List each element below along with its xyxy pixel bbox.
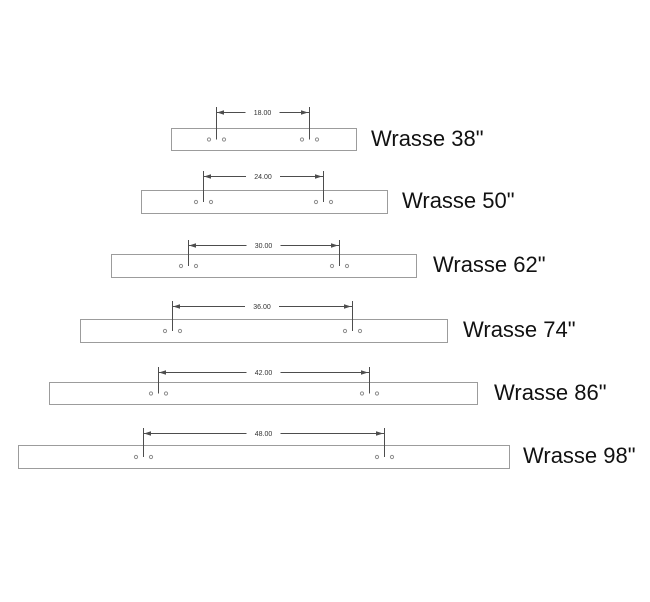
bar-outline xyxy=(141,190,388,214)
arrowhead-left-icon xyxy=(159,370,166,375)
drawing-wrasse-74: 36.00 xyxy=(80,301,448,343)
mounting-hole xyxy=(357,328,363,334)
mounting-hole xyxy=(342,328,348,334)
dimension-text-mask xyxy=(245,107,280,117)
dimension-value: 48.00 xyxy=(255,431,273,438)
bar-outline xyxy=(171,128,357,151)
mounting-hole xyxy=(208,199,214,205)
mounting-hole xyxy=(177,328,183,334)
bar-outline xyxy=(49,382,478,405)
mounting-hole xyxy=(163,391,169,396)
dimension-text-mask xyxy=(245,301,279,311)
bar-outline xyxy=(80,319,448,343)
product-label-wrasse-38: Wrasse 38" xyxy=(371,126,484,151)
dimension-value: 18.00 xyxy=(254,110,272,117)
arrowhead-left-icon xyxy=(217,110,224,115)
mounting-hole xyxy=(329,263,335,269)
mounting-hole xyxy=(374,391,380,396)
drawing-wrasse-38: 18.00 xyxy=(171,107,357,151)
arrowhead-left-icon xyxy=(189,243,196,248)
drawing-wrasse-50: 24.00 xyxy=(141,171,388,214)
mounting-hole xyxy=(148,454,154,460)
arrowhead-right-icon xyxy=(301,110,308,115)
arrowhead-right-icon xyxy=(344,304,351,309)
arrowhead-left-icon xyxy=(204,174,211,179)
dimension-text-mask xyxy=(246,367,281,377)
arrowhead-right-icon xyxy=(376,431,383,436)
product-label-wrasse-50: Wrasse 50" xyxy=(402,188,515,213)
dimension-text-mask xyxy=(246,171,280,181)
mounting-hole xyxy=(221,137,227,142)
arrowhead-left-icon xyxy=(144,431,151,436)
mounting-hole xyxy=(344,263,350,269)
mounting-hole xyxy=(206,137,212,142)
dimension-value: 24.00 xyxy=(254,174,272,181)
dimension-text-mask xyxy=(246,428,281,438)
product-label-wrasse-98: Wrasse 98" xyxy=(523,443,636,468)
mounting-hole xyxy=(389,454,395,460)
product-label-wrasse-86: Wrasse 86" xyxy=(494,380,607,405)
bar-outline xyxy=(18,445,510,469)
arrowhead-left-icon xyxy=(173,304,180,309)
mounting-hole xyxy=(359,391,365,396)
product-label-wrasse-74: Wrasse 74" xyxy=(463,317,576,342)
mounting-hole xyxy=(162,328,168,334)
mounting-hole xyxy=(193,199,199,205)
dimension-value: 42.00 xyxy=(255,370,273,377)
dimension-value: 36.00 xyxy=(253,304,271,311)
product-label-wrasse-62: Wrasse 62" xyxy=(433,252,546,277)
mounting-hole xyxy=(178,263,184,269)
drawing-wrasse-62: 30.00 xyxy=(111,240,417,278)
arrowhead-right-icon xyxy=(315,174,322,179)
drawing-wrasse-98: 48.00 xyxy=(18,428,510,469)
arrowhead-right-icon xyxy=(331,243,338,248)
drawing-wrasse-86: 42.00 xyxy=(49,367,478,405)
dimension-value: 30.00 xyxy=(255,243,273,250)
mounting-hole xyxy=(328,199,334,205)
arrowhead-right-icon xyxy=(361,370,368,375)
mounting-hole xyxy=(314,137,320,142)
mounting-hole xyxy=(313,199,319,205)
bar-outline xyxy=(111,254,417,278)
mounting-hole xyxy=(299,137,305,142)
mounting-hole xyxy=(133,454,139,460)
mounting-hole xyxy=(193,263,199,269)
mounting-hole xyxy=(374,454,380,460)
mounting-hole xyxy=(148,391,154,396)
dimension-text-mask xyxy=(246,240,281,250)
